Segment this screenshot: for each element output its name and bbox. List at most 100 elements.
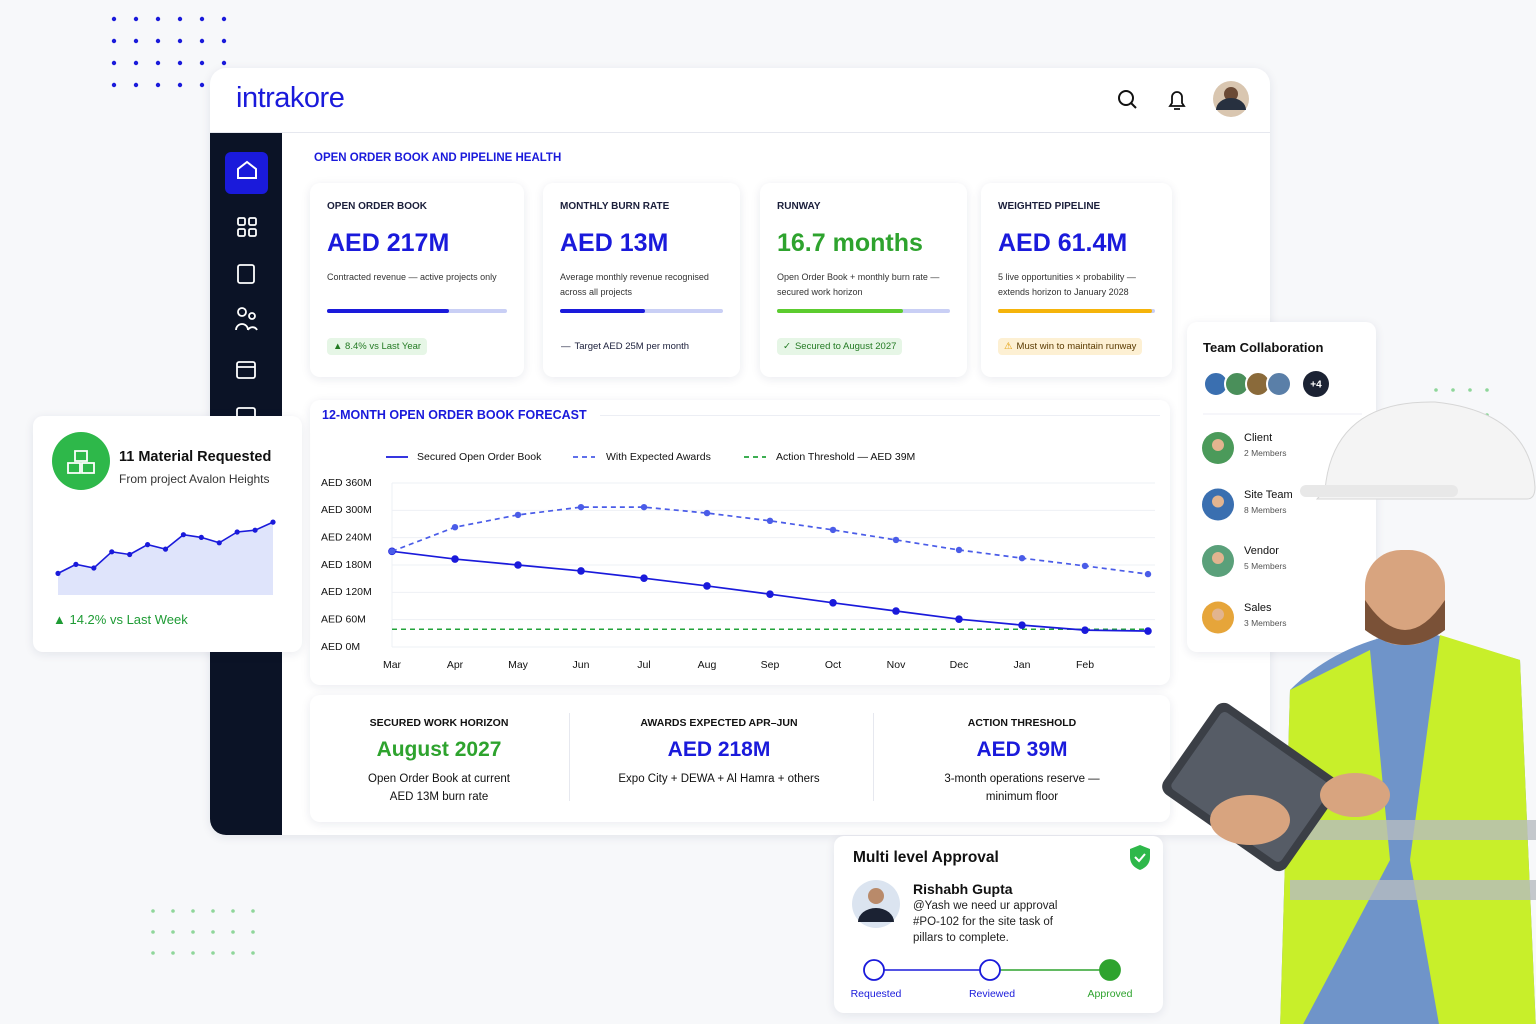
kpi-description: 5 live opportunities × probability — [998, 272, 1136, 282]
logo: intrakore [236, 82, 345, 114]
team-graphics: +4 [1202, 371, 1362, 634]
y-tick-label: AED 60M [321, 613, 366, 625]
sparkline-point [91, 565, 97, 571]
summary-card [310, 695, 1170, 822]
x-tick-label: Jun [573, 659, 590, 671]
badge-text: Must win to maintain runway [1016, 341, 1137, 352]
sparkline-point [144, 542, 151, 548]
group-members: 2 Members [1244, 448, 1287, 458]
sparkline-point [234, 529, 240, 535]
dot [151, 930, 155, 934]
nav-apps[interactable] [237, 217, 246, 226]
kpi-label: OPEN ORDER BOOK [327, 201, 428, 212]
sparkline-point [180, 532, 187, 538]
sparkline-point [270, 519, 276, 525]
approval-card [834, 836, 1163, 1013]
x-tick-label: Apr [447, 659, 464, 671]
summary-description: Expo City + DEWA + Al Hamra + others [618, 773, 820, 785]
point [955, 546, 963, 554]
nav-home[interactable] [225, 152, 268, 194]
team-title: Team Collaboration [1203, 340, 1324, 355]
dot [1451, 388, 1455, 392]
nav-tasks[interactable] [237, 264, 255, 284]
x-tick-label: Jul [637, 659, 650, 671]
point [892, 536, 900, 544]
dot [231, 951, 235, 955]
kpi-label: WEIGHTED PIPELINE [998, 201, 1101, 212]
sparkline-point [73, 561, 79, 567]
kpi-value: AED 217M [327, 229, 450, 257]
dot [199, 38, 205, 44]
sparkline-point [55, 570, 61, 576]
dot [111, 38, 117, 44]
point [388, 548, 396, 555]
legend-label: With Expected Awards [606, 451, 711, 463]
dot [177, 60, 183, 66]
point [640, 574, 648, 583]
kpi-badge: ⚠ Must win to maintain runway [998, 338, 1143, 355]
dot [155, 38, 161, 44]
kpi-description: secured work horizon [777, 287, 863, 297]
kpi-description: Open Order Book + monthly burn rate — [777, 272, 940, 282]
x-tick-label: Dec [950, 659, 969, 671]
summary-value: August 2027 [376, 738, 502, 761]
legend-label: Action Threshold — AED 39M [776, 451, 915, 463]
sparkline-point [162, 546, 169, 552]
point [1081, 562, 1089, 570]
more-badge [1303, 371, 1329, 397]
summary-divider [569, 713, 570, 801]
dot [221, 16, 227, 22]
dot [171, 909, 175, 913]
dot [231, 930, 235, 934]
line-chart: AED 0M AED 60M AED 120M AED 180M AED 240M AED… [321, 451, 1155, 671]
point [514, 511, 522, 519]
dot [171, 930, 175, 934]
dot [251, 951, 255, 955]
group-name: Client [1244, 432, 1273, 444]
material-title: 11 Material Requested [119, 449, 272, 465]
x-tick-label: Aug [698, 659, 717, 671]
kpi-badge: ✓ Secured to August 2027 [777, 338, 903, 355]
summary-label: SECURED WORK HORIZON [369, 717, 509, 729]
requester-face [868, 888, 884, 904]
point [514, 561, 522, 569]
point [577, 503, 585, 511]
sparkline-point [198, 534, 204, 540]
sparkline-point [252, 527, 258, 533]
kpi-description: Average monthly revenue recognised [560, 272, 709, 282]
dot [177, 16, 183, 22]
group-members: 3 Members [1244, 617, 1287, 628]
bell-icon[interactable] [1168, 91, 1186, 110]
group-avatar-face [1212, 439, 1224, 451]
progress-fill [560, 309, 645, 313]
dot [221, 60, 227, 66]
chart-title: 12-MONTH OPEN ORDER BOOK FORECAST [322, 408, 587, 422]
x-tick-label: Jan [1014, 659, 1031, 671]
kpi-description: extends horizon to January 2028 [998, 287, 1129, 297]
group-name: Site Team [1244, 488, 1293, 501]
dot [1485, 388, 1489, 392]
point [766, 590, 774, 598]
sparkline-area [58, 522, 273, 595]
summary-divider [873, 713, 874, 801]
y-tick-label: AED 120M [321, 586, 372, 598]
dot [155, 82, 161, 88]
summary-value: AED 218M [667, 738, 771, 761]
search-icon[interactable] [1118, 90, 1134, 106]
kpi-description: Contracted revenue — active projects onl… [327, 272, 497, 282]
step-label: Requested [851, 988, 902, 1000]
group-avatar-face [1212, 495, 1224, 508]
dot [111, 60, 117, 66]
approval-message: @Yash we need ur approval [913, 900, 1058, 912]
sparkline-point [216, 540, 222, 546]
material-icon [52, 432, 110, 490]
dot [251, 930, 255, 934]
dot [133, 82, 139, 88]
nav-team[interactable] [237, 307, 247, 317]
dot [133, 60, 139, 66]
chart-card [310, 400, 1170, 685]
nav-calendar[interactable] [236, 361, 256, 379]
dot [171, 951, 175, 955]
summary-label: ACTION THRESHOLD [967, 717, 1077, 729]
dot [177, 38, 183, 44]
